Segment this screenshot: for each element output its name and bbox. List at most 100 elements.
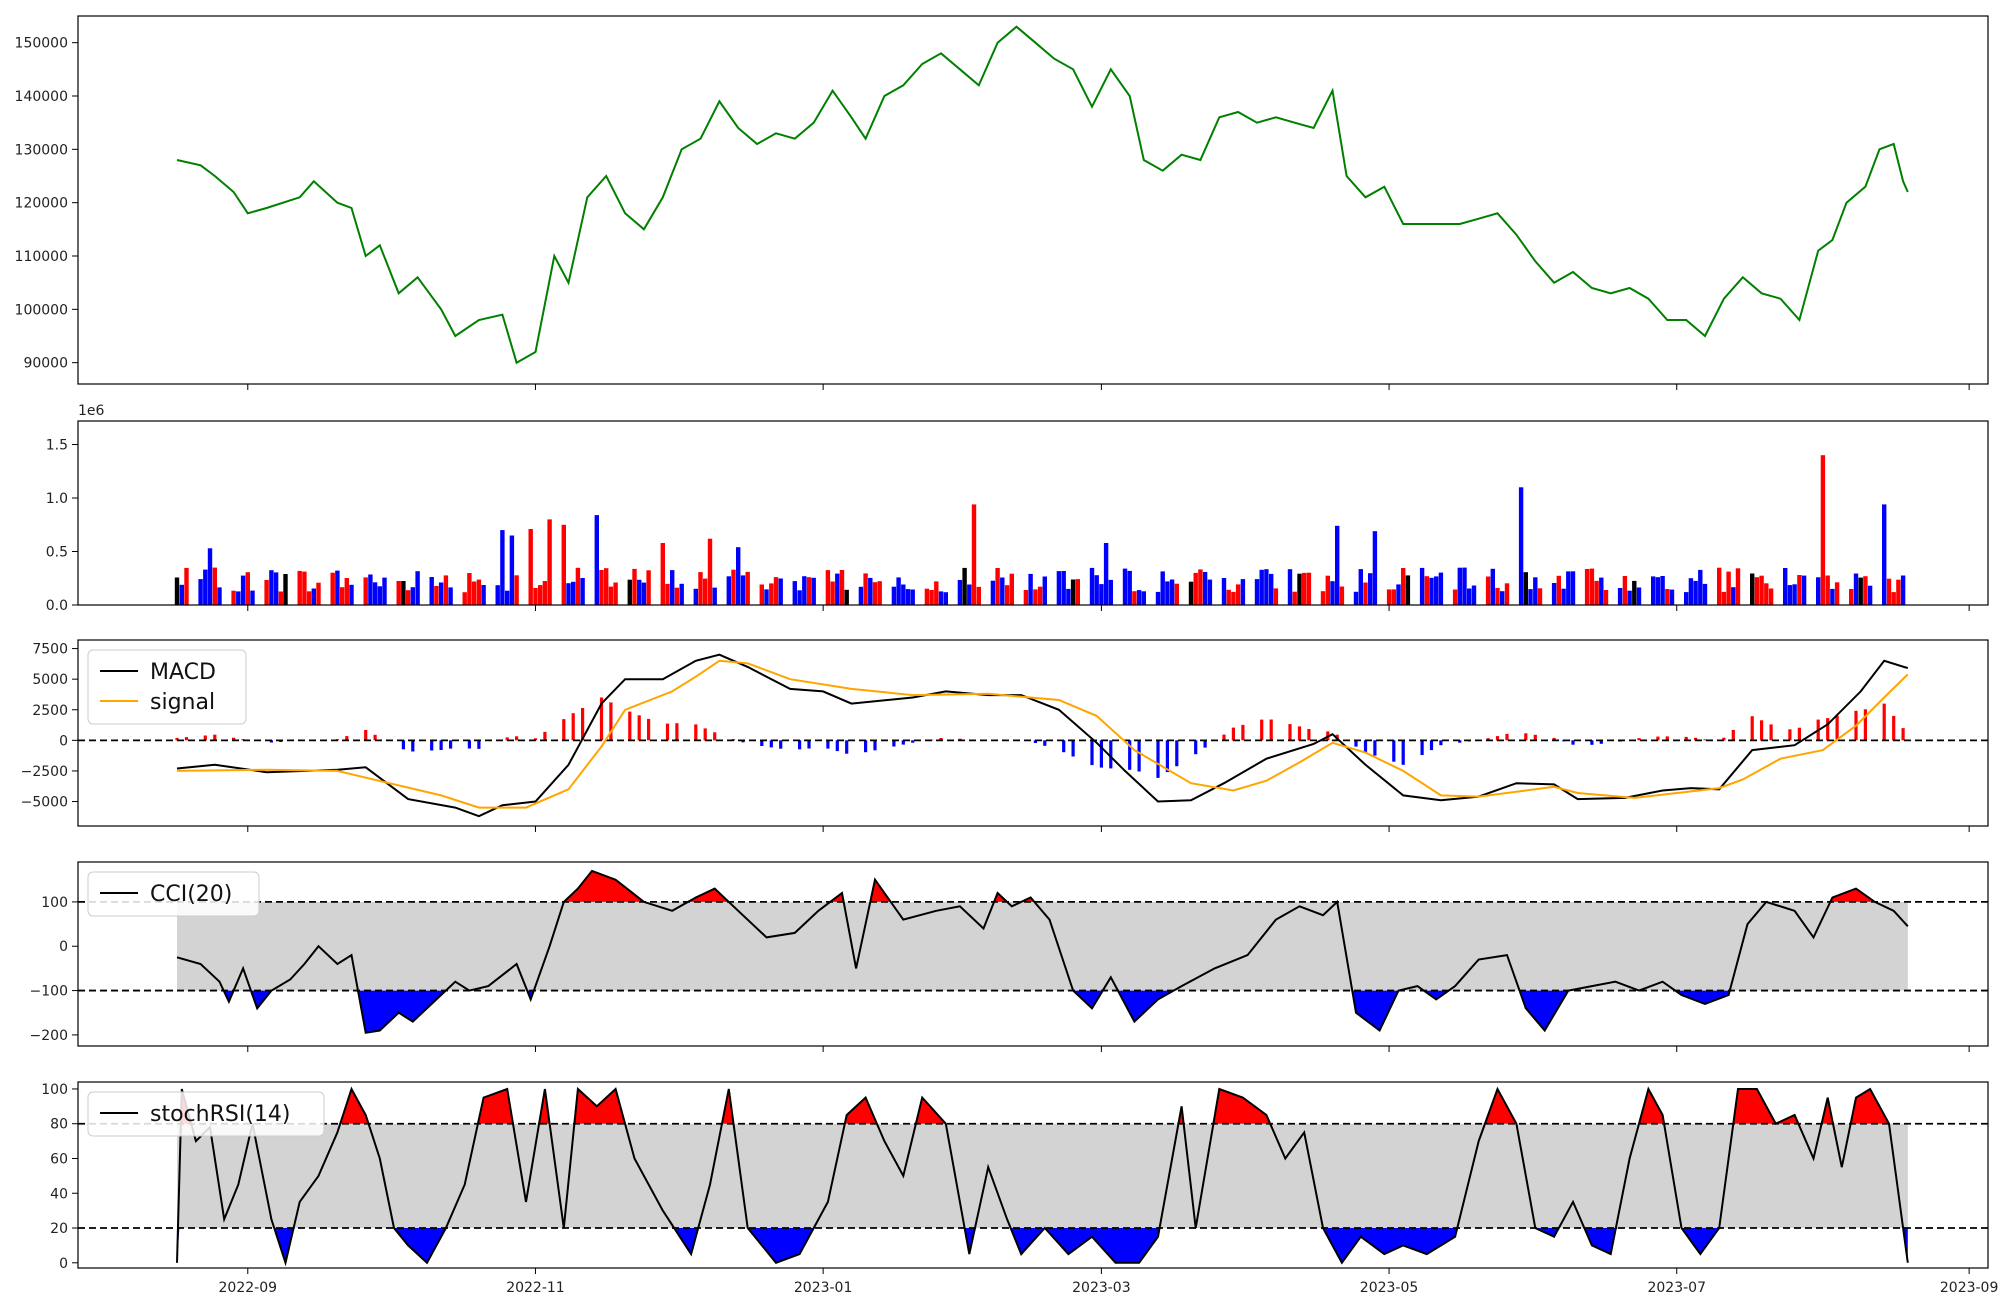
volume-bar [1000,577,1005,605]
macd-histogram-bar [1552,737,1556,741]
volume-bar [438,582,444,605]
volume-bar [1599,577,1604,605]
volume-bar [1759,575,1764,605]
macd-histogram-bar [1495,736,1500,741]
macd-histogram-bar [1505,733,1509,741]
volume-bar [1834,582,1840,605]
macd-histogram-bar [1769,724,1773,741]
price-y-tick-label: 90000 [23,356,68,372]
volume-bar [273,572,279,605]
macd-histogram-bar [213,734,217,741]
volume-bar [608,586,614,605]
volume-bar [1537,588,1543,605]
macd-histogram-bar [1090,740,1094,766]
volume-bar [844,589,849,605]
volume-bar [674,587,680,605]
volume-bar [1702,583,1708,605]
volume-bar [481,585,486,605]
volume-bar [967,584,972,605]
volume-bar [1603,590,1609,605]
macd-histogram-bar [1731,729,1735,741]
volume-bar [264,580,269,605]
volume-bar [901,584,906,605]
macd-histogram-bar [694,724,698,741]
volume-bar [1528,589,1533,605]
volume-bar [203,569,208,605]
volume-bar [245,572,250,605]
volume-bar [1306,572,1312,605]
price-y-tick-label: 110000 [15,249,68,265]
volume-bar [670,570,675,605]
macd-histogram-bar [1269,719,1273,741]
macd-histogram-bar [439,740,443,750]
volume-bar [1221,578,1227,605]
volume-bar [665,583,670,605]
volume-bar [1198,569,1203,605]
volume-bar [1269,573,1274,605]
volume-bar [806,577,812,605]
volume-bar [872,582,878,605]
macd-histogram-bar [1175,740,1179,767]
volume-bar [1004,585,1010,605]
volume-bar [1561,588,1566,605]
panel-macd: −5000 −2500 0 2500 5000 7500 MACD signal [21,639,1989,832]
volume-bar [1867,585,1873,605]
macd-histogram-bar [1203,740,1207,748]
volume-bar [1698,569,1703,605]
volume-bar [1434,576,1439,605]
volume-bar [429,577,434,605]
volume-bar [1735,568,1741,605]
macd-histogram-bar [477,740,481,749]
macd-histogram-bar [760,740,764,746]
volume-bar [1061,571,1066,605]
volume-bar [825,570,831,605]
price-y-tick-label: 100000 [15,302,68,318]
volume-bar [1287,569,1293,605]
volume-bar [184,567,189,605]
macd-histogram-bar [864,740,868,753]
macd-histogram-bar [892,740,896,747]
volume-bar [1169,579,1175,605]
volume-bar [740,575,746,605]
macd-histogram-bar [1835,715,1839,741]
macd-histogram-bar [1760,720,1764,741]
macd-histogram-bar [665,723,670,741]
volume-y-tick-label: 1.0 [46,491,68,507]
volume-bar [212,567,217,605]
stochrsi-legend-label: stochRSI(14) [150,1102,291,1127]
cci-oversold-fill [177,990,1908,1033]
macd-histogram-bar [599,697,604,741]
macd-histogram-bar [1165,740,1169,773]
macd-histogram-bar [845,740,849,754]
volume-bar [938,591,944,605]
volume-bar [471,581,477,605]
volume-bar [1693,580,1698,605]
volume-bar [698,572,703,605]
volume-bar [1820,455,1826,605]
volume-bar [731,569,736,605]
volume-bar [769,583,774,605]
volume-bar [306,591,312,605]
volume-y-tick-label: 1.5 [46,438,68,454]
volume-bar [773,577,779,605]
volume-bar [500,530,505,605]
volume-bar [538,585,543,605]
macd-histogram-bar [1156,740,1160,778]
volume-bar [1235,584,1241,605]
volume-bar [240,575,246,605]
x-tick-label: 2022-11 [506,1280,565,1296]
macd-histogram-bar [1637,738,1641,741]
macd-histogram-bar [1307,729,1311,741]
price-line [176,25,1909,365]
volume-bar [344,578,349,605]
volume-bar [1155,591,1161,605]
volume-bar [339,587,345,605]
macd-histogram-bar [1656,736,1660,741]
volume-bar [1797,575,1802,605]
volume-bar [1570,571,1576,605]
macd-histogram-bar [1694,737,1698,741]
volume-bar [566,583,571,605]
volume-bar [1108,579,1113,605]
macd-histogram-bar [1665,736,1669,741]
volume-bar [1132,591,1137,605]
